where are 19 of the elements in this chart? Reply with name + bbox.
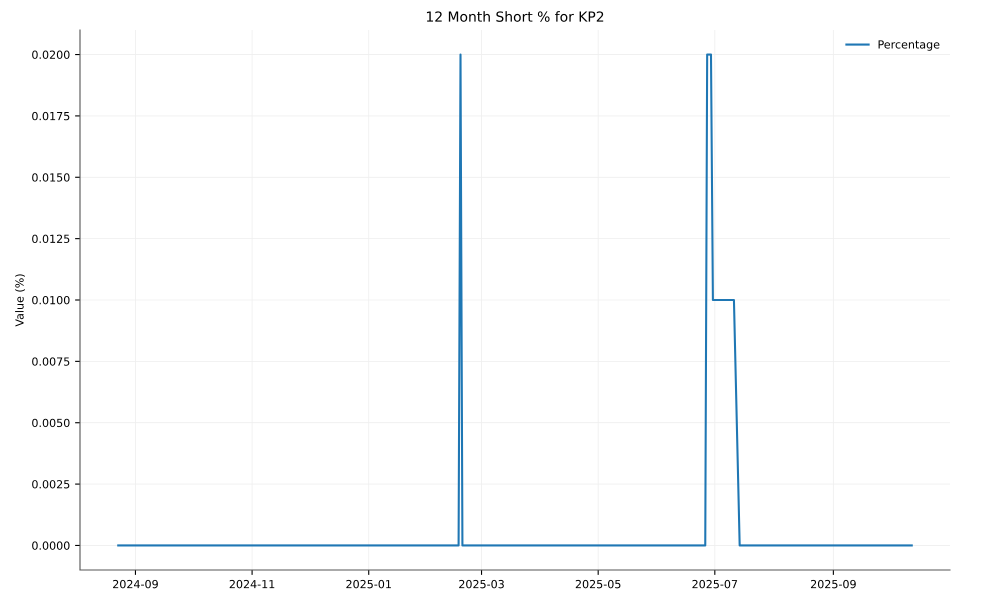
y-tick-label: 0.0075 xyxy=(32,357,70,366)
x-tick-label: 2025-05 xyxy=(576,580,620,588)
y-tick-label: 0.0200 xyxy=(32,50,70,59)
y-tick-label: 0.0175 xyxy=(32,112,70,120)
x-tick-label: 2025-03 xyxy=(459,580,504,588)
y-tick-label: 0.0050 xyxy=(32,418,70,428)
y-tick-label: 0.0150 xyxy=(32,173,70,182)
legend-label: Percentage xyxy=(878,40,940,51)
chart-title: 12 Month Short % for KP2 xyxy=(426,11,604,22)
y-tick-label: 0.0000 xyxy=(32,541,70,550)
y-tick-label: 0.0125 xyxy=(32,234,70,244)
x-tick-label: 2025-01 xyxy=(346,580,391,588)
y-axis-title: Value (%) xyxy=(15,274,25,327)
x-tick-label: 2025-09 xyxy=(810,580,856,588)
x-tick-label: 2024-09 xyxy=(113,580,158,588)
x-tick-label: 2024-11 xyxy=(230,580,274,588)
y-tick-label: 0.0025 xyxy=(32,480,70,488)
x-tick-label: 2025-07 xyxy=(692,580,738,588)
y-tick-label: 0.0100 xyxy=(32,296,70,304)
